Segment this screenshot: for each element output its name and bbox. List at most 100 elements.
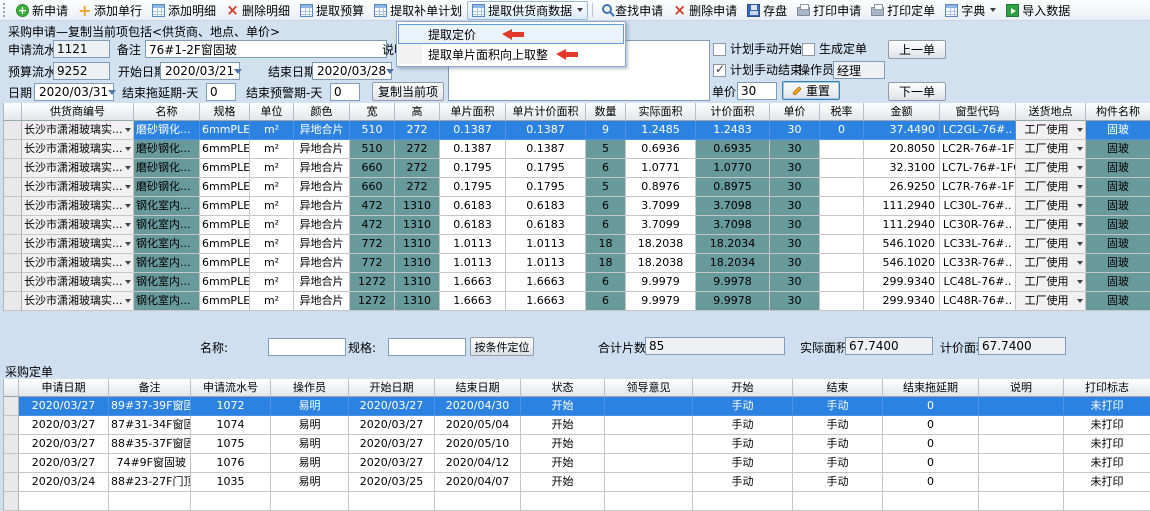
cell[interactable] (605, 416, 693, 435)
cell[interactable] (979, 454, 1064, 473)
cell[interactable]: 2020/04/12 (435, 454, 521, 473)
cell[interactable]: 1074 (191, 416, 271, 435)
end-delay-field[interactable] (206, 83, 236, 101)
cell[interactable]: 钢化室内... (134, 235, 200, 254)
cell[interactable]: 2020/03/27 (349, 454, 435, 473)
cell[interactable]: 长沙市潇湘玻璃实... (22, 273, 134, 292)
cell[interactable] (820, 140, 864, 159)
cell[interactable] (271, 492, 349, 511)
cell[interactable]: 18.2038 (626, 254, 696, 273)
cell[interactable]: 开始 (521, 435, 605, 454)
column-header[interactable]: 结束 (793, 379, 883, 397)
cell[interactable]: 1.0771 (626, 159, 696, 178)
chevron-down-icon[interactable] (386, 68, 395, 74)
cell[interactable]: m² (250, 178, 294, 197)
column-header[interactable]: 构件名称 (1086, 103, 1150, 121)
cell[interactable]: 2020/03/27 (19, 454, 109, 473)
request-no-field[interactable] (53, 40, 110, 58)
row-selector-header[interactable] (4, 379, 19, 397)
cell[interactable] (1064, 492, 1150, 511)
cell[interactable]: 未打印 (1064, 397, 1150, 416)
toolbar-button-add-detail[interactable]: 添加明细 (147, 1, 221, 20)
cell[interactable]: 87#31-34F窗固玻 (109, 416, 191, 435)
chevron-down-icon[interactable] (125, 261, 131, 265)
cell[interactable]: 20.8050 (864, 140, 940, 159)
toolbar-button-extract-budget[interactable]: 提取预算 (295, 1, 369, 20)
cell[interactable]: 0.1795 (440, 178, 506, 197)
cell[interactable]: 异地合片 (294, 140, 350, 159)
chevron-down-icon[interactable] (1077, 280, 1083, 284)
cell[interactable]: 手动 (693, 473, 793, 492)
cell[interactable]: m² (250, 159, 294, 178)
cell[interactable]: 钢化室内... (134, 254, 200, 273)
cell[interactable]: 开始 (521, 416, 605, 435)
row-selector[interactable] (4, 235, 22, 254)
cell[interactable]: LC33L-76#.. (940, 235, 1016, 254)
cell[interactable]: 手动 (793, 397, 883, 416)
cell[interactable]: 固玻 (1086, 159, 1150, 178)
column-header[interactable]: 实际面积 (626, 103, 696, 121)
cell[interactable]: LC48R-76#.. (940, 292, 1016, 311)
cell[interactable]: 开始 (521, 473, 605, 492)
cell[interactable]: m² (250, 254, 294, 273)
cell[interactable]: 开始 (521, 454, 605, 473)
cell[interactable]: 6 (586, 216, 626, 235)
cell[interactable]: 1310 (395, 273, 440, 292)
cell[interactable] (820, 273, 864, 292)
cell[interactable]: 546.1020 (864, 235, 940, 254)
column-header[interactable]: 单位 (250, 103, 294, 121)
column-header[interactable]: 数量 (586, 103, 626, 121)
toolbar-button-save[interactable]: 存盘 (742, 1, 792, 20)
cell[interactable] (435, 492, 521, 511)
cell[interactable]: 1310 (395, 216, 440, 235)
column-header[interactable]: 单片计价面积 (506, 103, 586, 121)
chevron-down-icon[interactable] (125, 128, 131, 132)
cell[interactable]: 磨砂钢化... (134, 178, 200, 197)
cell[interactable]: 472 (350, 197, 395, 216)
cell[interactable]: 磨砂钢化... (134, 140, 200, 159)
cell[interactable]: 0.1387 (506, 121, 586, 140)
cell[interactable]: 0.1387 (440, 121, 506, 140)
cell[interactable]: 钢化室内... (134, 292, 200, 311)
cell[interactable]: 工厂使用 (1016, 121, 1086, 140)
cell[interactable]: 手动 (793, 416, 883, 435)
cell[interactable]: 长沙市潇湘玻璃实... (22, 197, 134, 216)
toolbar-button-extract-supplement-plan[interactable]: 提取补单计划 (369, 1, 467, 20)
cell[interactable]: 2020/03/27 (349, 435, 435, 454)
cell[interactable]: 0 (883, 416, 979, 435)
cell[interactable]: 未打印 (1064, 416, 1150, 435)
cell[interactable]: 0.1795 (506, 159, 586, 178)
cell[interactable]: 30 (770, 216, 820, 235)
cell[interactable]: 6mmPLE... (200, 197, 250, 216)
cell[interactable]: 钢化室内... (134, 216, 200, 235)
detail-row[interactable]: 长沙市潇湘玻璃实...磨砂钢化...6mmPLE...m²异地合片5102720… (4, 121, 1150, 140)
chevron-down-icon[interactable] (125, 185, 131, 189)
cell[interactable] (820, 178, 864, 197)
cell[interactable]: 固玻 (1086, 216, 1150, 235)
column-header[interactable]: 计价面积 (696, 103, 770, 121)
cell[interactable]: 1.2483 (696, 121, 770, 140)
column-header[interactable]: 结束日期 (435, 379, 521, 397)
cell[interactable]: 1.0113 (440, 254, 506, 273)
cell[interactable]: 工厂使用 (1016, 235, 1086, 254)
filter-name-input[interactable] (268, 338, 346, 356)
cell[interactable]: 易明 (271, 397, 349, 416)
row-selector[interactable] (4, 273, 22, 292)
filter-spec-input[interactable] (388, 338, 466, 356)
cell[interactable]: 1310 (395, 292, 440, 311)
column-header[interactable]: 单价 (770, 103, 820, 121)
cell[interactable]: 固玻 (1086, 121, 1150, 140)
row-selector[interactable] (4, 435, 19, 454)
cell[interactable]: 9.9978 (696, 292, 770, 311)
cell[interactable] (979, 473, 1064, 492)
cell[interactable] (605, 435, 693, 454)
cell[interactable]: 钢化室内... (134, 273, 200, 292)
menu-item-extract-pricing[interactable]: 提取定价 (398, 24, 624, 44)
next-order-button[interactable]: 下一单 (888, 82, 946, 101)
cell[interactable]: 6mmPLE... (200, 235, 250, 254)
cell[interactable]: 手动 (793, 473, 883, 492)
cell[interactable]: 6mmPLE... (200, 216, 250, 235)
cell[interactable]: 工厂使用 (1016, 292, 1086, 311)
cell[interactable]: 磨砂钢化... (134, 121, 200, 140)
cell[interactable]: LC30R-76#.. (940, 216, 1016, 235)
